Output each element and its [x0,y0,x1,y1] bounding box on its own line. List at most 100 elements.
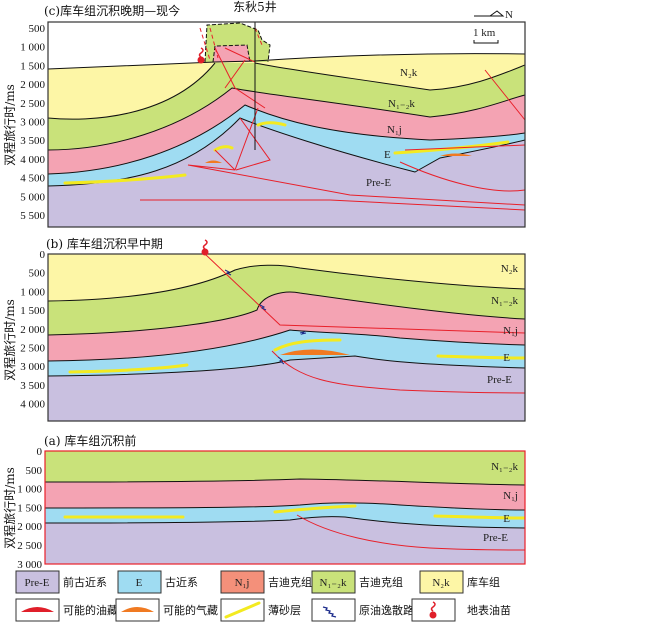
label-pre-e: Pre-E [483,532,508,544]
oil-seep-icon [197,47,205,64]
label-n1j: N₁j [387,124,402,136]
eroded-air [48,22,525,69]
panel-c-frame [47,21,526,228]
scale-bar [473,40,499,44]
scale-label: 1 km [473,27,496,39]
y-tick-label: 1 500 [17,502,42,514]
gas-reservoir [440,153,472,156]
label-e: E [384,149,391,161]
y-tick-label: 2 000 [20,79,45,91]
legend-label: 前古近系 [63,575,107,589]
gas-reservoir [280,349,350,355]
legend-symbol: N₁j [235,577,250,589]
legend-symbol: N₁₋₂k [320,577,347,589]
y-tick-label: 1 000 [17,484,42,496]
label-pre-e: Pre-E [366,177,391,189]
legend-label: 地表油苗 [467,603,511,617]
well-label: 东秋5井 [233,0,277,14]
y-axis-ticks-a: 0 500 1 000 1 500 2 000 2 500 3 000 [17,446,42,571]
legend-item-n1j: N₁j 吉迪克组 [220,570,312,594]
oil-reservoir-icon [21,607,54,612]
panel-a: (a) 库车组沉积前 N₁₋₂k N₁j E Pre-E 0 500 1 000 1 … [17,433,526,571]
legend-item-oil-seep: 地表油苗 [411,598,511,622]
y-tick-label: 5 500 [20,210,45,222]
legend-item-migration-path: 原油逸散路径 [311,598,425,622]
legend: Pre-E 前古近系 E 古近系 N₁j 吉迪克组 N₁₋₂k 吉迪克组 N₂k… [15,570,511,622]
label-n12k: N₁₋₂k [388,98,415,110]
label-pre-e: Pre-E [487,374,512,386]
y-tick-label: 3 500 [20,380,45,392]
migration-path-icon [224,269,307,365]
y-tick-label: 2 000 [20,324,45,336]
gas-reservoir-icon [121,607,154,612]
legend-item-oil-reservoir: 可能的油藏 [15,598,118,622]
legend-symbol: E [136,577,143,589]
label-n2k: N₂k [400,67,418,79]
y-tick-label: 1 500 [20,305,45,317]
legend-item-n2k: N₂k 库车组 [419,570,500,594]
panel-a-frame [44,450,526,565]
legend-item-pre-e: Pre-E 前古近系 [15,570,107,594]
y-tick-label: 3 000 [17,559,42,571]
legend-label: 库车组 [467,575,500,589]
eroded-n1j-restoration [212,44,251,63]
y-tick-label: 4 500 [20,173,45,185]
panel-a-title: (a) 库车组沉积前 [44,433,136,448]
panel-c-title: (c)库车组沉积晚期—现今 [44,3,180,18]
label-e: E [503,352,510,364]
y-tick-label: 0 [37,446,43,458]
y-tick-label: 500 [26,465,43,477]
y-tick-label: 4 000 [20,154,45,166]
legend-item-e: E 古近系 [117,570,198,594]
y-axis-label-c: 双程旅行时/ms [2,84,17,166]
oil-seep-icon [429,601,437,619]
label-n12k: N₁₋₂k [491,461,518,473]
legend-symbol: N₂k [432,577,450,589]
north-label: N [505,9,513,21]
y-tick-label: 2 000 [17,521,42,533]
y-tick-label: 1 500 [20,60,45,72]
legend-label: 吉迪克组 [268,575,312,589]
y-tick-label: 0 [40,249,46,261]
legend-item-n12k: N₁₋₂k 吉迪克组 [311,570,403,594]
oil-seep-icon [201,239,209,256]
y-tick-label: 5 000 [20,191,45,203]
y-tick-label: 3 000 [20,361,45,373]
label-n1j: N₁j [503,490,518,502]
label-n1j: N₁j [503,325,518,337]
legend-symbol: Pre-E [24,577,49,589]
thin-sand-icon [224,601,261,619]
panel-b-title: (b) 库车组沉积早中期 [46,236,163,251]
migration-path-icon [322,606,337,618]
y-tick-label: 4 000 [20,399,45,411]
legend-label: 吉迪克组 [359,575,403,589]
y-tick-label: 3 500 [20,135,45,147]
legend-item-thin-sand: 薄砂层 [220,598,301,622]
legend-label: 可能的油藏 [63,603,118,617]
y-tick-label: 500 [29,23,46,35]
panel-c: (c)库车组沉积晚期—现今 东秋5井 [20,0,526,228]
legend-label: 可能的气藏 [163,603,218,617]
y-tick-label: 2 500 [20,98,45,110]
label-e: E [503,513,510,525]
y-axis-label-b: 双程旅行时/ms [2,299,17,381]
y-tick-label: 1 000 [20,286,45,298]
y-tick-label: 2 500 [17,540,42,552]
y-axis-label-a: 双程旅行时/ms [2,467,17,549]
legend-label: 薄砂层 [268,603,301,617]
y-tick-label: 500 [29,268,46,280]
y-tick-label: 1 000 [20,42,45,54]
label-n2k: N₂k [501,263,519,275]
label-n12k: N₁₋₂k [491,295,518,307]
y-axis-ticks-c: 500 1 000 1 500 2 000 2 500 3 000 3 500 4 000 4 … [20,23,45,222]
panel-b-frame [47,253,526,422]
legend-label: 古近系 [165,576,198,589]
gas-reservoir [205,160,222,163]
y-tick-label: 2 500 [20,343,45,355]
legend-label: 原油逸散路径 [359,603,425,617]
north-arrow-icon [474,10,505,17]
panel-b: (b) 库车组沉积早中期 N₂k N₁₋₂k N₁j E Pre-E [20,236,526,422]
legend-item-gas-reservoir: 可能的气藏 [115,598,218,622]
y-axis-ticks-b: 0 500 1 000 1 500 2 000 2 500 3 000 3 500 4 000 [20,249,45,411]
